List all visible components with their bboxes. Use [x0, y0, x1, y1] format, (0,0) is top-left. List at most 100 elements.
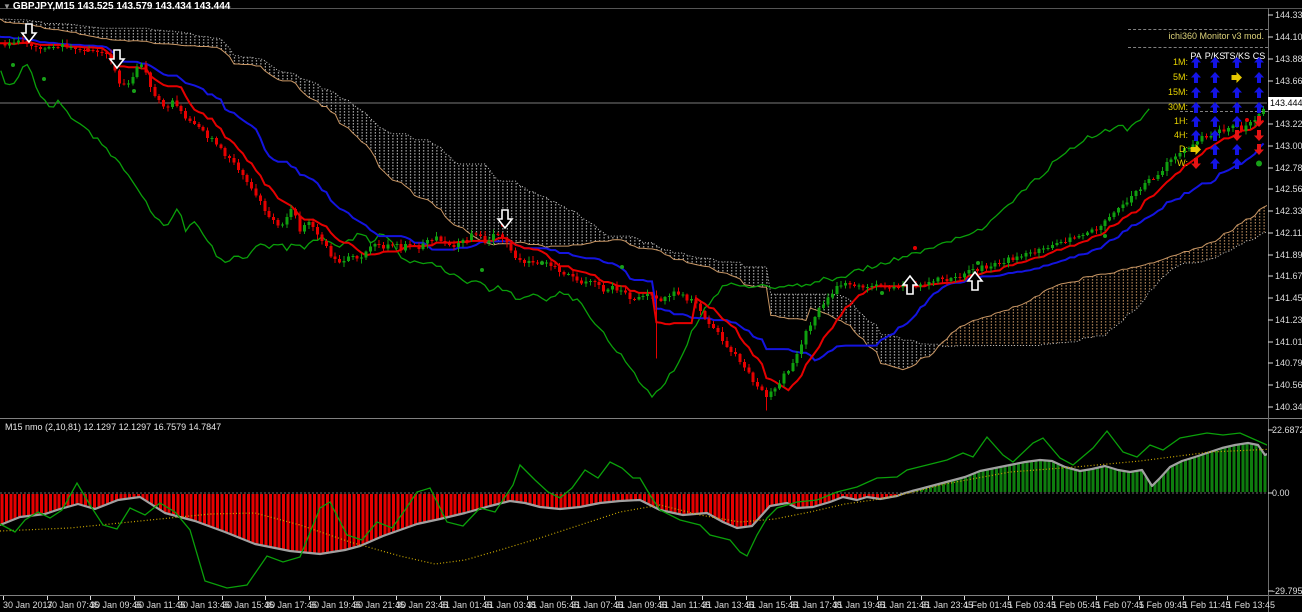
monitor-col-tsks: TS/KS [1223, 51, 1251, 61]
time-axis-label: 31 Jan 13:45 [702, 600, 755, 610]
time-axis-label: 31 Jan 07:45 [571, 600, 624, 610]
monitor-row-15m: 15M: [1167, 87, 1188, 97]
ohlc-readout: GBPJPY,M15 143.525 143.579 143.434 143.4… [12, 1, 231, 12]
time-axis-label: 30 Jan 21:45 [353, 600, 406, 610]
time-axis-label: 30 Jan 17:45 [265, 600, 318, 610]
monitor-signal-down-icon [1253, 129, 1265, 142]
signal-arrow-down [20, 23, 38, 44]
monitor-signal-up-icon [1231, 101, 1243, 114]
monitor-signal-up-icon [1209, 129, 1221, 142]
price-axis-label: 143.665 [1275, 76, 1302, 86]
monitor-signal-up-icon [1253, 56, 1265, 69]
monitor-signal-up-icon [1253, 101, 1265, 114]
chart-corner-icon[interactable]: ▼ [3, 2, 11, 11]
nmo-value-line [0, 441, 1267, 556]
semaphore-dot-red [1245, 118, 1249, 122]
time-axis-label: 30 Jan 13:45 [178, 600, 231, 610]
semaphore-dot-green [620, 265, 624, 269]
time-axis-label: 31 Jan 11:45 [659, 600, 711, 610]
monitor-row-4h: 4H: [1173, 130, 1188, 140]
monitor-row-1m: 1M: [1172, 57, 1188, 67]
semaphore-dot-green [976, 261, 980, 265]
monitor-signal-up-icon [1190, 115, 1202, 128]
price-axis-label: 144.330 [1275, 10, 1302, 20]
time-axis-label: 31 Jan 03:45 [484, 600, 537, 610]
price-axis-label: 142.560 [1275, 184, 1302, 194]
signal-arrow-down [496, 209, 514, 230]
monitor-divider [1180, 111, 1268, 112]
monitor-panel-title: ichi360 Monitor v3 mod. [1168, 31, 1264, 41]
indicator-axis-label: 0.00 [1272, 488, 1290, 498]
time-axis-label: 30 Jan 23:45 [396, 600, 449, 610]
monitor-signal-up-icon [1231, 56, 1243, 69]
chart-title: ▼ GBPJPY,M15 143.525 143.579 143.434 143.… [3, 1, 230, 12]
price-axis-label: 140.790 [1275, 358, 1302, 368]
monitor-row-5m: 5M: [1172, 72, 1188, 82]
indicator-axis-label: 22.6872 [1272, 425, 1302, 435]
price-axis-label: 143.220 [1275, 119, 1302, 129]
time-axis-label: 30 Jan 15:45 [222, 600, 275, 610]
monitor-col-pks: P/KS [1204, 51, 1226, 61]
time-axis-label: 30 Jan 07:45 [47, 600, 100, 610]
monitor-signal-up-icon [1190, 71, 1202, 84]
price-axis-label: 144.105 [1275, 32, 1302, 42]
semaphore-dot-green [540, 261, 544, 265]
ichimoku-cloud [0, 19, 939, 370]
monitor-row-w: W: [1177, 158, 1188, 168]
indicator-label: M15 nmo (2,10,81) 12.1297 12.1297 16.757… [5, 422, 222, 432]
monitor-signal-up-icon [1190, 129, 1202, 142]
monitor-signal-up-icon [1231, 157, 1243, 170]
monitor-signal-up-icon [1209, 157, 1221, 170]
semaphore-dot-red [86, 48, 90, 52]
time-axis-label: 1 Feb 03:45 [1008, 600, 1057, 610]
price-axis-label: 143.885 [1275, 54, 1302, 64]
monitor-signal-down-icon [1190, 157, 1202, 170]
monitor-signal-right-icon [1190, 143, 1202, 156]
price-axis-label: 140.345 [1275, 402, 1302, 412]
monitor-signal-up-icon [1209, 86, 1221, 99]
monitor-signal-up-icon [1190, 86, 1202, 99]
semaphore-dot-red [913, 246, 917, 250]
monitor-signal-right-icon [1231, 71, 1243, 84]
time-axis-label: 31 Jan 15:45 [746, 600, 799, 610]
monitor-signal-up-icon [1209, 101, 1221, 114]
time-axis-label: 31 Jan 17:45 [790, 600, 843, 610]
time-axis-label: 30 Jan 19:45 [309, 600, 362, 610]
price-axis-label: 141.230 [1275, 315, 1302, 325]
time-axis-label: 31 Jan 23:45 [921, 600, 974, 610]
semaphore-dot-green [132, 89, 136, 93]
signal-arrow-down [108, 49, 126, 70]
senkou-a-line [0, 18, 1267, 371]
time-axis-label: 30 Jan 11:45 [134, 600, 186, 610]
nmo-osc-line [0, 429, 1267, 589]
time-axis-label: 1 Feb 07:45 [1096, 600, 1145, 610]
monitor-signal-dot-icon [1253, 157, 1265, 170]
price-axis-label: 141.895 [1275, 250, 1302, 260]
monitor-signal-up-icon [1190, 56, 1202, 69]
monitor-divider [1128, 29, 1268, 30]
senkou-b-line [0, 18, 1267, 347]
monitor-signal-up-icon [1231, 86, 1243, 99]
monitor-signal-up-icon [1253, 71, 1265, 84]
nmo-histogram [0, 443, 1267, 554]
monitor-col-pa: PA [1190, 51, 1202, 61]
monitor-row-d: D: [1179, 144, 1188, 154]
time-axis-label: 31 Jan 19:45 [833, 600, 886, 610]
main-chart-plot [0, 18, 1267, 411]
time-axis-label: 1 Feb 05:45 [1052, 600, 1101, 610]
signal-arrow-up [966, 270, 984, 291]
indicator-axis-label: -29.795 [1272, 586, 1302, 596]
monitor-signal-up-icon [1190, 101, 1202, 114]
nmo-panel-plot [0, 429, 1267, 589]
price-axis-label: 140.565 [1275, 380, 1302, 390]
monitor-row-1h: 1H: [1173, 116, 1188, 126]
time-axis-label: 30 Jan 2017 [3, 600, 53, 610]
price-axis-label: 141.675 [1275, 271, 1302, 281]
monitor-signal-up-icon [1253, 86, 1265, 99]
monitor-signal-up-icon [1231, 143, 1243, 156]
monitor-signal-up-icon [1209, 115, 1221, 128]
ichimoku-cloud [942, 205, 1267, 347]
time-axis-label: 31 Jan 05:45 [527, 600, 580, 610]
semaphore-dot-green [42, 77, 46, 81]
